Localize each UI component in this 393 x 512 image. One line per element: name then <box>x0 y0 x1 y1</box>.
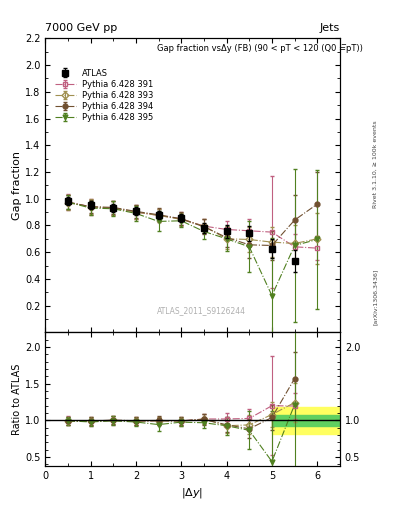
X-axis label: $|\Delta y|$: $|\Delta y|$ <box>182 486 204 500</box>
Text: Jets: Jets <box>320 23 340 33</box>
Text: [arXiv:1306.3436]: [arXiv:1306.3436] <box>373 269 378 325</box>
Y-axis label: Gap fraction: Gap fraction <box>12 151 22 220</box>
Bar <box>272 415 340 426</box>
Text: Gap fraction vsΔy (FB) (90 < pT < 120 (Q0 =̅pT)): Gap fraction vsΔy (FB) (90 < pT < 120 (Q… <box>157 44 363 53</box>
Text: 7000 GeV pp: 7000 GeV pp <box>45 23 118 33</box>
Text: ATLAS_2011_S9126244: ATLAS_2011_S9126244 <box>157 306 246 315</box>
Legend: ATLAS, Pythia 6.428 391, Pythia 6.428 393, Pythia 6.428 394, Pythia 6.428 395: ATLAS, Pythia 6.428 391, Pythia 6.428 39… <box>51 65 157 125</box>
Y-axis label: Ratio to ATLAS: Ratio to ATLAS <box>12 364 22 435</box>
Bar <box>272 407 340 434</box>
Text: Rivet 3.1.10, ≥ 100k events: Rivet 3.1.10, ≥ 100k events <box>373 120 378 208</box>
